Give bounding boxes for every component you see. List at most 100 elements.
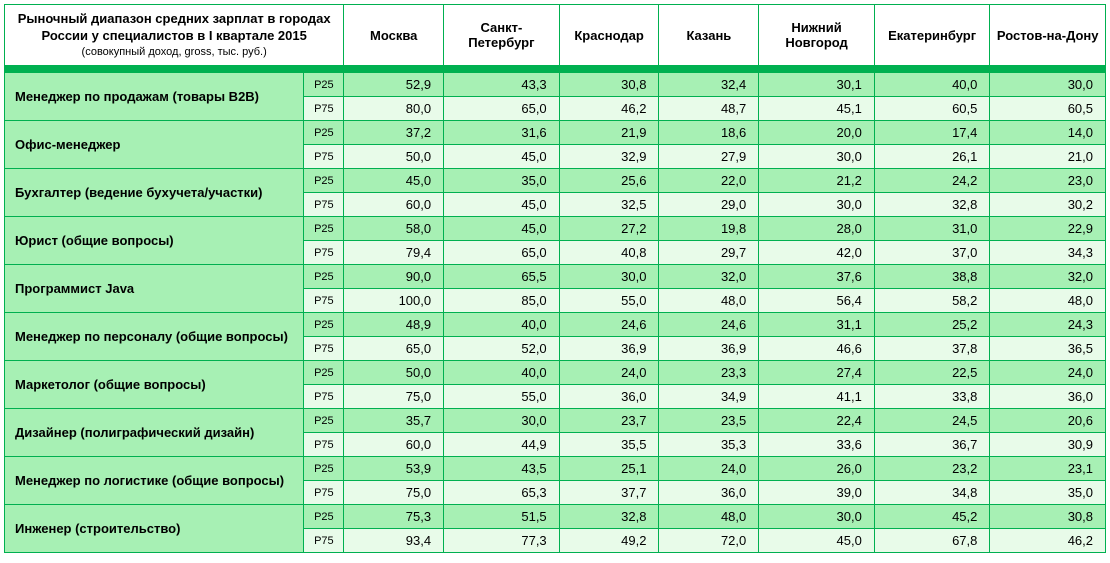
- salary-value: 30,8: [990, 505, 1106, 529]
- salary-value: 33,8: [874, 385, 990, 409]
- salary-value: 24,2: [874, 169, 990, 193]
- salary-value: 60,0: [344, 193, 444, 217]
- salary-value: 65,3: [444, 481, 560, 505]
- salary-value: 27,4: [759, 361, 875, 385]
- salary-value: 37,0: [874, 241, 990, 265]
- separator-row: [5, 66, 1106, 73]
- percentile-label: P25: [304, 361, 344, 385]
- role-name: Менеджер по персоналу (общие вопросы): [5, 313, 304, 361]
- salary-value: 45,2: [874, 505, 990, 529]
- salary-value: 67,8: [874, 529, 990, 553]
- table-row: Менеджер по продажам (товары B2B)P2552,9…: [5, 73, 1106, 97]
- salary-value: 45,0: [444, 217, 560, 241]
- salary-value: 24,0: [559, 361, 659, 385]
- table-title-cell: Рыночный диапазон средних зарплат в горо…: [5, 5, 344, 66]
- salary-value: 28,0: [759, 217, 875, 241]
- table-row: Маркетолог (общие вопросы)P2550,040,024,…: [5, 361, 1106, 385]
- salary-value: 38,8: [874, 265, 990, 289]
- salary-value: 30,0: [759, 193, 875, 217]
- salary-value: 23,7: [559, 409, 659, 433]
- salary-value: 36,0: [659, 481, 759, 505]
- city-header: Казань: [659, 5, 759, 66]
- salary-value: 75,3: [344, 505, 444, 529]
- salary-value: 60,0: [344, 433, 444, 457]
- salary-value: 22,4: [759, 409, 875, 433]
- salary-value: 36,9: [659, 337, 759, 361]
- salary-value: 48,7: [659, 97, 759, 121]
- salary-value: 50,0: [344, 145, 444, 169]
- salary-value: 21,2: [759, 169, 875, 193]
- salary-value: 23,0: [990, 169, 1106, 193]
- salary-value: 32,4: [659, 73, 759, 97]
- salary-value: 23,5: [659, 409, 759, 433]
- salary-value: 23,2: [874, 457, 990, 481]
- salary-value: 52,0: [444, 337, 560, 361]
- salary-value: 25,6: [559, 169, 659, 193]
- salary-value: 14,0: [990, 121, 1106, 145]
- role-name: Офис-менеджер: [5, 121, 304, 169]
- salary-value: 93,4: [344, 529, 444, 553]
- salary-value: 43,3: [444, 73, 560, 97]
- salary-value: 30,8: [559, 73, 659, 97]
- salary-value: 40,0: [874, 73, 990, 97]
- city-header: Санкт-Петербург: [444, 5, 560, 66]
- salary-value: 37,6: [759, 265, 875, 289]
- salary-value: 49,2: [559, 529, 659, 553]
- table-row: Менеджер по логистике (общие вопросы)P25…: [5, 457, 1106, 481]
- salary-value: 48,9: [344, 313, 444, 337]
- salary-value: 37,2: [344, 121, 444, 145]
- salary-value: 32,0: [659, 265, 759, 289]
- salary-value: 35,7: [344, 409, 444, 433]
- salary-value: 32,0: [990, 265, 1106, 289]
- city-header: Екатеринбург: [874, 5, 990, 66]
- salary-value: 27,9: [659, 145, 759, 169]
- table-title: Рыночный диапазон средних зарплат в горо…: [9, 11, 339, 45]
- salary-value: 36,5: [990, 337, 1106, 361]
- city-header: Нижний Новгород: [759, 5, 875, 66]
- salary-table: Рыночный диапазон средних зарплат в горо…: [4, 4, 1106, 553]
- salary-value: 31,1: [759, 313, 875, 337]
- salary-value: 45,0: [444, 193, 560, 217]
- salary-value: 56,4: [759, 289, 875, 313]
- salary-value: 40,0: [444, 313, 560, 337]
- percentile-label: P25: [304, 73, 344, 97]
- salary-value: 53,9: [344, 457, 444, 481]
- salary-value: 100,0: [344, 289, 444, 313]
- salary-value: 27,2: [559, 217, 659, 241]
- salary-value: 75,0: [344, 481, 444, 505]
- salary-value: 46,6: [759, 337, 875, 361]
- table-row: Офис-менеджерP2537,231,621,918,620,017,4…: [5, 121, 1106, 145]
- salary-value: 35,5: [559, 433, 659, 457]
- role-name: Инженер (строительство): [5, 505, 304, 553]
- percentile-label: P25: [304, 505, 344, 529]
- role-name: Маркетолог (общие вопросы): [5, 361, 304, 409]
- salary-value: 36,7: [874, 433, 990, 457]
- salary-value: 35,3: [659, 433, 759, 457]
- salary-value: 31,6: [444, 121, 560, 145]
- salary-value: 19,8: [659, 217, 759, 241]
- percentile-label: P75: [304, 385, 344, 409]
- salary-value: 52,9: [344, 73, 444, 97]
- role-name: Менеджер по логистике (общие вопросы): [5, 457, 304, 505]
- percentile-label: P75: [304, 193, 344, 217]
- salary-value: 24,5: [874, 409, 990, 433]
- salary-value: 24,3: [990, 313, 1106, 337]
- salary-value: 55,0: [559, 289, 659, 313]
- salary-value: 75,0: [344, 385, 444, 409]
- salary-value: 55,0: [444, 385, 560, 409]
- salary-value: 58,2: [874, 289, 990, 313]
- table-row: Юрист (общие вопросы)P2558,045,027,219,8…: [5, 217, 1106, 241]
- table-row: Программист JavaP2590,065,530,032,037,63…: [5, 265, 1106, 289]
- salary-value: 44,9: [444, 433, 560, 457]
- city-header: Краснодар: [559, 5, 659, 66]
- salary-value: 34,3: [990, 241, 1106, 265]
- role-name: Бухгалтер (ведение бухучета/участки): [5, 169, 304, 217]
- salary-value: 30,9: [990, 433, 1106, 457]
- header-row: Рыночный диапазон средних зарплат в горо…: [5, 5, 1106, 66]
- salary-value: 50,0: [344, 361, 444, 385]
- salary-value: 45,0: [444, 145, 560, 169]
- salary-value: 85,0: [444, 289, 560, 313]
- role-name: Программист Java: [5, 265, 304, 313]
- salary-value: 39,0: [759, 481, 875, 505]
- percentile-label: P75: [304, 97, 344, 121]
